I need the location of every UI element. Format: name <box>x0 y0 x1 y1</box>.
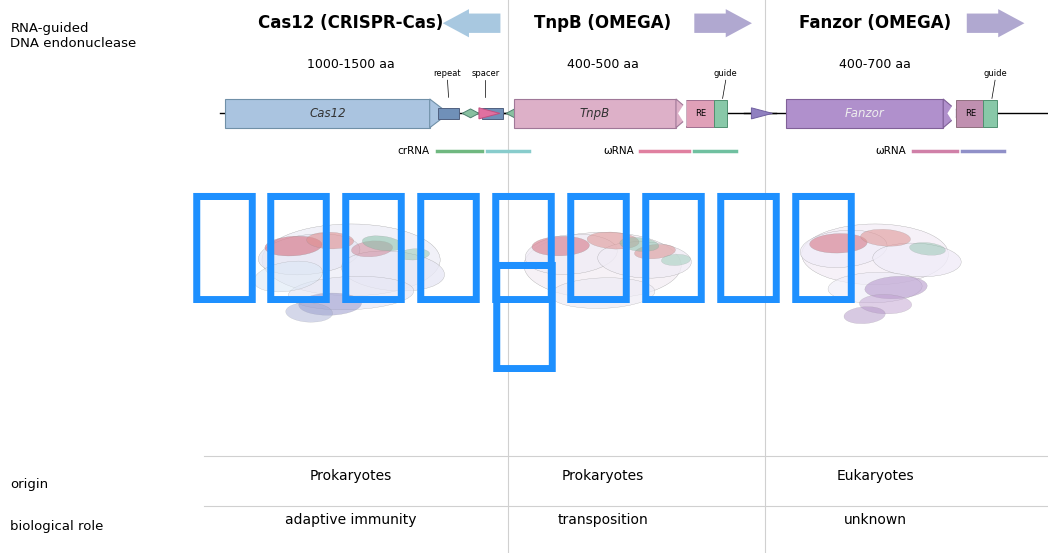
Bar <box>482 108 503 119</box>
Ellipse shape <box>619 237 659 252</box>
Text: TnpB (OMEGA): TnpB (OMEGA) <box>534 14 671 32</box>
Text: guide: guide <box>714 69 738 78</box>
Text: spacer: spacer <box>472 69 499 78</box>
Polygon shape <box>479 108 500 119</box>
Ellipse shape <box>910 242 945 255</box>
Polygon shape <box>943 99 960 128</box>
Bar <box>686 100 714 127</box>
Polygon shape <box>430 99 449 128</box>
Text: transposition: transposition <box>558 513 648 527</box>
Text: TnpB: TnpB <box>580 107 610 120</box>
Ellipse shape <box>398 249 430 260</box>
Polygon shape <box>462 109 479 118</box>
Bar <box>514 99 676 128</box>
Ellipse shape <box>525 234 617 274</box>
Ellipse shape <box>351 241 393 257</box>
Polygon shape <box>678 100 686 127</box>
Text: guide: guide <box>983 69 1007 78</box>
Text: repeat: repeat <box>434 69 461 78</box>
Ellipse shape <box>661 254 691 265</box>
Polygon shape <box>966 9 1024 38</box>
Ellipse shape <box>342 251 444 291</box>
Polygon shape <box>751 108 772 119</box>
Ellipse shape <box>873 243 961 276</box>
Text: RE: RE <box>696 109 706 118</box>
Text: RE: RE <box>965 109 976 118</box>
Ellipse shape <box>524 232 681 299</box>
Text: adaptive immunity: adaptive immunity <box>285 513 417 527</box>
Text: Fanzor: Fanzor <box>845 107 885 120</box>
Polygon shape <box>442 9 500 38</box>
Ellipse shape <box>259 234 359 275</box>
Text: unknown: unknown <box>844 513 907 527</box>
Text: 400-700 aa: 400-700 aa <box>839 58 911 71</box>
Text: Cas12: Cas12 <box>309 107 346 120</box>
Bar <box>714 100 727 127</box>
Ellipse shape <box>865 276 927 299</box>
Text: ωRNA: ωRNA <box>876 146 907 156</box>
Bar <box>438 108 459 119</box>
Ellipse shape <box>802 224 948 285</box>
Text: biological role: biological role <box>10 520 104 533</box>
Text: 中国科技创新的事例: 中国科技创新的事例 <box>187 186 861 306</box>
Ellipse shape <box>860 229 911 246</box>
Polygon shape <box>947 100 956 127</box>
Ellipse shape <box>634 244 676 259</box>
Text: Cas12 (CRISPR-Cas): Cas12 (CRISPR-Cas) <box>259 14 443 32</box>
Polygon shape <box>506 109 523 118</box>
Text: Prokaryotes: Prokaryotes <box>562 469 643 483</box>
Text: Eukaryotes: Eukaryotes <box>836 469 914 483</box>
Ellipse shape <box>587 232 639 249</box>
Text: ωRNA: ωRNA <box>604 146 634 156</box>
Bar <box>983 100 997 127</box>
Ellipse shape <box>307 232 353 249</box>
Text: RNA-guided
DNA endonuclease: RNA-guided DNA endonuclease <box>10 22 136 50</box>
Ellipse shape <box>532 236 589 256</box>
Ellipse shape <box>828 272 922 303</box>
Ellipse shape <box>859 294 912 314</box>
Bar <box>225 99 430 128</box>
Ellipse shape <box>262 224 440 296</box>
Ellipse shape <box>550 278 655 309</box>
Text: 素: 素 <box>486 255 562 375</box>
Text: Fanzor (OMEGA): Fanzor (OMEGA) <box>799 14 952 32</box>
Bar <box>786 99 943 128</box>
Ellipse shape <box>265 236 322 256</box>
Ellipse shape <box>810 233 867 253</box>
Ellipse shape <box>254 261 323 292</box>
Ellipse shape <box>286 302 332 322</box>
Ellipse shape <box>801 230 887 268</box>
Text: origin: origin <box>10 478 48 492</box>
Ellipse shape <box>363 236 402 251</box>
Ellipse shape <box>299 293 362 315</box>
Polygon shape <box>694 9 751 38</box>
Bar <box>526 108 547 119</box>
Text: 1000-1500 aa: 1000-1500 aa <box>307 58 395 71</box>
Text: Prokaryotes: Prokaryotes <box>310 469 392 483</box>
Polygon shape <box>676 99 693 128</box>
Ellipse shape <box>844 307 886 324</box>
Text: crRNA: crRNA <box>397 146 430 156</box>
Ellipse shape <box>288 276 414 310</box>
Text: 400-500 aa: 400-500 aa <box>567 58 638 71</box>
Ellipse shape <box>597 242 692 278</box>
Bar <box>956 100 983 127</box>
